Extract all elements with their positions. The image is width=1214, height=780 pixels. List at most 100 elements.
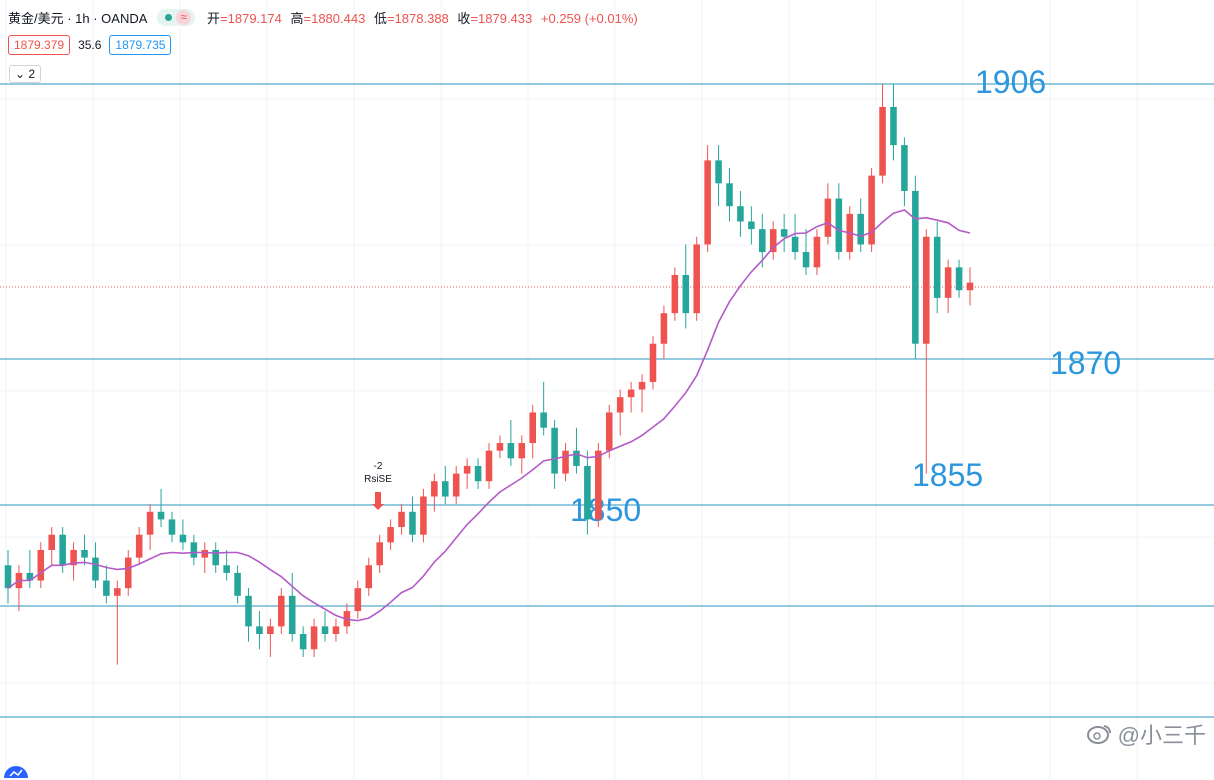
candle-body xyxy=(715,160,722,184)
low-label: 低 xyxy=(373,11,387,26)
candle-body xyxy=(901,145,908,191)
candle-body xyxy=(463,465,471,474)
candle-body xyxy=(780,229,788,237)
candle-body xyxy=(354,588,362,612)
open-value: =1879.174 xyxy=(220,11,282,26)
symbol-title[interactable]: 黄金/美元 · 1h · OANDA xyxy=(8,11,148,26)
candle-body xyxy=(944,267,952,298)
candle-body xyxy=(321,626,329,634)
candle-body xyxy=(92,557,99,581)
candle-body xyxy=(813,236,821,268)
candle-body xyxy=(474,465,482,482)
candle-body xyxy=(441,481,449,497)
level-label-1870: 1870 xyxy=(1050,345,1121,381)
candle-body xyxy=(966,282,974,291)
candle-body xyxy=(551,427,558,474)
candle-body xyxy=(310,626,318,650)
watermark-text: @小三千 xyxy=(1117,723,1206,748)
candle-body xyxy=(704,160,711,245)
candle-body xyxy=(168,519,176,535)
candle-body xyxy=(114,588,121,596)
candle-body xyxy=(288,595,296,634)
candle-body xyxy=(682,274,690,314)
candle-body xyxy=(595,450,602,520)
candle-body xyxy=(387,527,394,543)
candle-body xyxy=(398,511,405,528)
ohlc-values: 开=1879.174 高=1880.443 低=1878.388 收=1879.… xyxy=(207,8,643,27)
indicator-toggle-button[interactable]: ⌄ 2 xyxy=(9,65,42,83)
candle-body xyxy=(857,213,864,245)
candle-body xyxy=(70,549,77,566)
watermark: @小三千 xyxy=(1086,718,1206,750)
candle-body xyxy=(890,106,897,146)
candle-body xyxy=(737,206,744,222)
market-status-pill[interactable]: ≈ xyxy=(157,9,196,26)
candle-body xyxy=(234,572,241,596)
indicator-count: 2 xyxy=(28,67,36,81)
candle-body xyxy=(103,580,110,596)
candle-body xyxy=(146,511,154,535)
candle-body xyxy=(4,565,12,589)
candle-body xyxy=(507,443,515,459)
high-value: =1880.443 xyxy=(303,11,366,26)
candle-body xyxy=(201,549,209,558)
high-label: 高 xyxy=(290,11,304,26)
candle-body xyxy=(529,412,537,444)
candle-body xyxy=(365,565,373,589)
candle-body xyxy=(81,549,88,558)
candle-body xyxy=(922,236,930,344)
signal-count-label: -2 xyxy=(374,461,383,472)
close-value: =1879.433 xyxy=(470,11,533,26)
candle-body xyxy=(332,626,340,634)
candle-body xyxy=(190,542,198,558)
candle-body xyxy=(420,496,427,535)
candle-body xyxy=(376,542,383,566)
open-label: 开 xyxy=(207,11,221,26)
candle-body xyxy=(299,634,307,650)
candle-body xyxy=(256,626,263,634)
candle-body xyxy=(824,198,832,237)
candle-body xyxy=(278,595,285,627)
chevron-down-icon: ⌄ xyxy=(15,67,26,81)
candle-body xyxy=(48,534,56,550)
quote-row: 1879.379 35.6 1879.735 xyxy=(8,35,172,55)
candle-body xyxy=(726,183,733,207)
candle-body xyxy=(135,534,143,558)
candle-body xyxy=(267,626,274,634)
spread-value: 35.6 xyxy=(78,38,102,52)
candle-body xyxy=(179,534,187,543)
candle-body xyxy=(518,443,526,459)
candle-body xyxy=(212,549,219,566)
candle-body xyxy=(769,229,777,253)
moving-average-line xyxy=(7,209,971,622)
candle-body xyxy=(616,397,624,413)
wave-icon: ≈ xyxy=(176,10,192,25)
candle-body xyxy=(37,549,45,581)
buy-price-button[interactable]: 1879.735 xyxy=(109,35,172,55)
candle-body xyxy=(933,236,941,298)
candle-body xyxy=(868,175,875,245)
candle-body xyxy=(671,274,679,314)
candle-body xyxy=(573,450,580,466)
candle-body xyxy=(605,412,613,451)
candle-body xyxy=(562,450,569,474)
sell-price-button[interactable]: 1879.379 xyxy=(8,35,71,55)
candle-body xyxy=(879,106,886,176)
candle-body xyxy=(485,450,493,482)
low-value: =1878.388 xyxy=(386,11,449,26)
candle-body xyxy=(791,236,799,253)
candle-body xyxy=(157,511,165,520)
candle-body xyxy=(124,557,132,589)
candle-body xyxy=(627,389,635,398)
candle-body xyxy=(496,443,504,451)
candle-body xyxy=(693,244,700,314)
market-open-dot-icon xyxy=(165,14,173,21)
close-label: 收 xyxy=(457,11,471,26)
signal-name-label: RsiSE xyxy=(364,474,392,485)
tradingview-logo-icon[interactable] xyxy=(4,762,38,778)
candle-body xyxy=(409,511,416,535)
candle-body xyxy=(223,565,230,573)
candle-body xyxy=(452,473,460,497)
